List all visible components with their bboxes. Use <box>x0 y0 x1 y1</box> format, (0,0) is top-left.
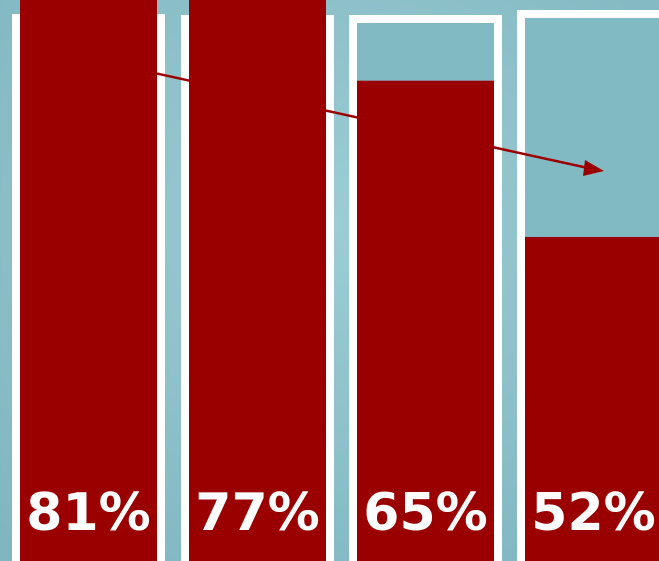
trend-arrow-layer <box>85 56 604 176</box>
trend-arrow-head <box>583 160 604 176</box>
trend-arrow-line <box>85 56 589 170</box>
bar-value-label: 81% <box>26 483 150 543</box>
bar <box>20 0 157 561</box>
bar-value-label: 52% <box>531 483 655 543</box>
bar <box>525 236 659 561</box>
labels-layer: 81% 77% 65% 52% <box>26 483 655 543</box>
bar-value-label: 65% <box>363 483 487 543</box>
bars-layer <box>20 0 659 561</box>
bar <box>357 80 494 561</box>
bar-value-label: 77% <box>195 483 319 543</box>
bar <box>189 0 326 561</box>
